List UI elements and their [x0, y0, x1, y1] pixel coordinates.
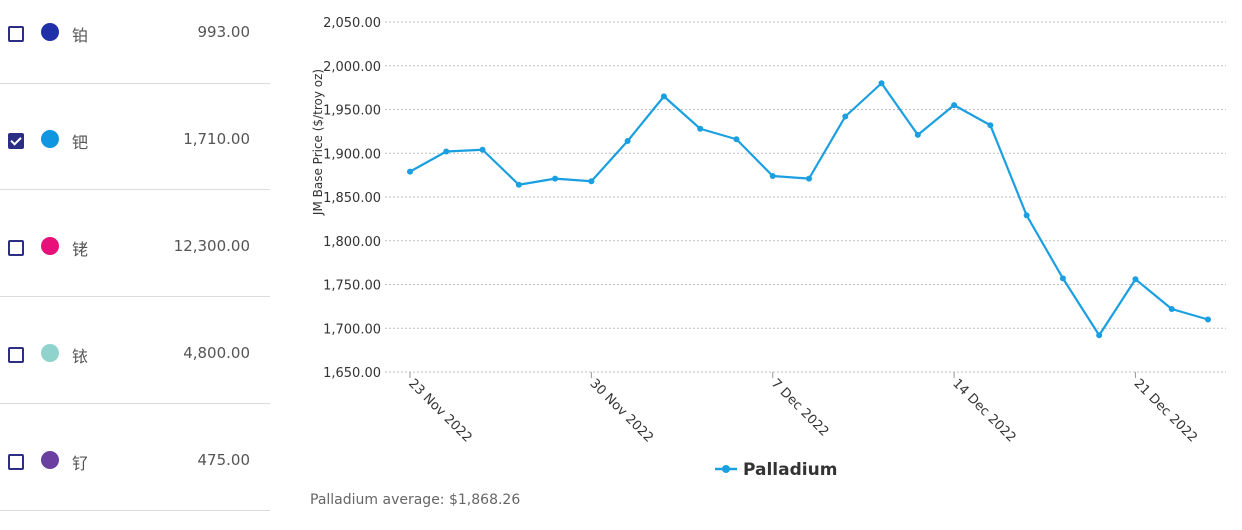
metal-price: 993.00	[197, 23, 251, 41]
metal-name: 钯	[72, 133, 89, 152]
metal-price: 12,300.00	[173, 237, 250, 255]
rhodium-checkbox[interactable]	[8, 240, 24, 256]
price-chart: 1,650.00 1,700.00 1,750.00 1,800.00 1,850.00…	[311, 16, 1226, 480]
data-point	[878, 80, 885, 87]
y-tick-label: 1,750.00	[323, 279, 381, 294]
metal-row-iridium[interactable]: 铱 4,800.00	[0, 298, 270, 404]
metal-price: 4,800.00	[183, 344, 250, 362]
data-point	[1096, 332, 1103, 339]
metal-name: 钌	[72, 454, 89, 473]
iridium-color-dot	[41, 344, 59, 362]
metal-row-platinum[interactable]: 铂 993.00	[0, 0, 270, 84]
y-tick-label: 1,900.00	[323, 147, 381, 162]
data-point	[697, 125, 704, 132]
x-tick-label: 21 Dec 2022	[1131, 376, 1200, 445]
x-tick-label: 30 Nov 2022	[587, 376, 656, 445]
data-point	[951, 102, 958, 109]
data-point	[1168, 306, 1175, 312]
data-point	[733, 136, 740, 143]
data-point	[914, 131, 921, 138]
y-axis-label: JM Base Price ($/troy oz)	[311, 69, 325, 216]
ruthenium-color-dot	[41, 451, 59, 469]
y-tick-label: 1,650.00	[323, 366, 381, 381]
data-point	[806, 175, 812, 182]
average-text: Palladium average: $1,868.26	[310, 492, 520, 508]
series-line-palladium	[409, 82, 1209, 337]
y-tick-label: 1,700.00	[323, 322, 381, 337]
iridium-checkbox[interactable]	[8, 347, 24, 363]
data-point	[443, 148, 450, 155]
data-point	[479, 146, 486, 153]
palladium-color-dot	[41, 130, 59, 148]
x-tick-label: 7 Dec 2022	[768, 376, 831, 439]
metal-price: 475.00	[197, 451, 251, 469]
metal-name: 铱	[72, 347, 89, 366]
y-tick-label: 1,800.00	[323, 235, 381, 250]
data-point	[769, 173, 776, 179]
data-point	[987, 122, 994, 129]
data-point	[588, 178, 595, 185]
y-tick-label: 1,950.00	[323, 104, 381, 119]
palladium-checkbox[interactable]	[8, 133, 24, 149]
legend-marker	[722, 465, 730, 473]
metal-row-rhodium[interactable]: 铑 12,300.00	[0, 191, 270, 297]
data-point	[515, 181, 522, 188]
metal-row-palladium[interactable]: 钯 1,710.00	[0, 84, 270, 190]
data-point	[624, 138, 631, 144]
x-tick-label: 14 Dec 2022	[949, 376, 1018, 445]
platinum-color-dot	[41, 23, 59, 41]
legend-label: Palladium	[743, 460, 837, 480]
data-point	[660, 93, 667, 100]
data-point	[1023, 212, 1030, 219]
metal-price: 1,710.00	[183, 130, 250, 148]
x-tick-label: 23 Nov 2022	[405, 376, 474, 445]
y-tick-label: 2,000.00	[323, 60, 381, 75]
rhodium-color-dot	[41, 237, 59, 255]
average-label: Palladium average:	[310, 492, 445, 508]
data-point	[842, 113, 849, 120]
data-point	[1059, 275, 1066, 282]
platinum-checkbox[interactable]	[8, 26, 24, 42]
metal-name: 铂	[72, 26, 89, 45]
data-point	[407, 168, 413, 175]
metal-row-ruthenium[interactable]: 钌 475.00	[0, 405, 270, 511]
average-value: $1,868.26	[448, 492, 521, 508]
metal-name: 铑	[72, 240, 89, 259]
data-point	[552, 175, 559, 182]
y-tick-label: 2,050.00	[323, 16, 381, 31]
y-tick-label: 1,850.00	[323, 191, 381, 206]
ruthenium-checkbox[interactable]	[8, 454, 24, 470]
data-point	[1132, 276, 1139, 283]
data-point	[1205, 316, 1211, 323]
